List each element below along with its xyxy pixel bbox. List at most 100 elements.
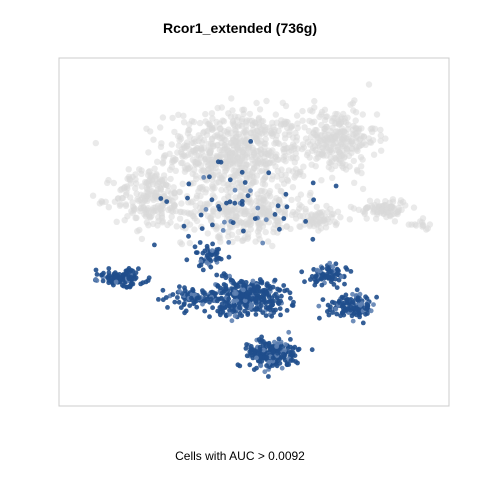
cell-point [352,117,359,124]
cell-point [257,168,264,175]
high-auc-cell-point [288,337,293,342]
high-auc-cell-point [117,279,122,284]
high-auc-cell-point [184,257,190,263]
cell-point [309,138,317,146]
cell-point [245,230,252,238]
high-auc-cell-point [215,298,220,304]
cell-point [125,166,132,173]
high-auc-cell-point [265,306,271,311]
high-auc-cell-point [194,295,200,301]
cell-point [168,141,175,148]
high-auc-cell-point [129,268,134,273]
high-auc-cell-point [330,264,336,270]
cell-point [314,150,321,157]
cell-point [293,137,300,144]
high-auc-cell-point [248,302,254,307]
cell-point [243,151,251,158]
cell-point [254,127,261,135]
cell-point [357,154,365,161]
cell-point [175,142,182,149]
high-auc-cell-point [186,233,191,239]
cell-point [284,176,291,183]
high-auc-cell-point [354,287,360,293]
high-auc-cell-point [178,305,184,310]
cell-point [275,206,282,214]
high-auc-cell-point [317,315,322,321]
high-auc-cell-point [156,297,161,302]
cell-point [110,179,118,187]
cell-point [328,148,336,156]
cell-point [151,194,159,201]
cell-point [184,162,191,169]
cell-point [312,163,319,170]
high-auc-cell-point [284,362,290,368]
cell-point [246,110,254,118]
cell-point [191,208,198,216]
high-auc-cell-point [290,350,296,356]
high-auc-cell-point [308,277,313,282]
high-auc-cell-point [228,277,234,283]
high-auc-cell-point [339,274,344,280]
cell-point [127,194,134,201]
x-axis-label: Cells with AUC > 0.0092 [175,449,305,463]
high-auc-cell-point [160,297,166,303]
cell-point [273,217,280,224]
high-auc-cell-point [245,193,251,199]
high-auc-cell-point [223,286,229,292]
high-auc-cell-point [205,296,210,302]
cell-point [239,106,246,114]
cell-point [299,213,306,220]
high-auc-cell-point [345,306,351,312]
cell-point [306,154,313,161]
cell-point [383,208,391,216]
cell-point [259,205,266,212]
high-auc-cell-point [272,212,278,217]
high-auc-cell-point [165,305,170,310]
cell-point [306,192,313,199]
cell-point [253,137,261,145]
cell-point [369,137,377,144]
high-auc-cell-point [190,288,196,293]
high-auc-cell-point [253,312,259,317]
chart-title: Rcor1_extended (736g) [162,20,318,36]
cell-point [302,135,310,142]
high-auc-cell-point [264,355,270,360]
cell-point [192,146,199,153]
cell-point [249,177,257,184]
cell-point [227,152,234,159]
high-auc-cell-point [193,250,199,256]
high-auc-cell-point [254,355,259,361]
high-auc-cell-point [357,302,363,308]
cell-point [197,134,204,142]
high-auc-cell-point [276,288,282,293]
high-auc-cell-point [288,295,293,301]
high-auc-cell-point [94,272,100,277]
high-auc-cell-point [202,308,208,314]
cell-point [241,156,248,163]
cell-point [329,174,336,181]
high-auc-cell-point [226,300,232,305]
cell-point [219,134,226,141]
high-auc-cell-point [279,365,285,371]
high-auc-cell-point [282,348,287,353]
high-auc-cell-point [257,307,263,313]
high-auc-cell-point [200,301,205,307]
cell-point [150,204,157,211]
cell-point [158,140,165,147]
high-auc-cell-point [261,296,267,301]
cell-point [104,179,111,187]
cell-point [361,209,368,216]
high-auc-cell-point [238,278,244,284]
high-auc-cell-point [113,279,119,285]
cell-point [238,219,245,226]
cell-point [307,133,315,140]
cell-point [254,132,261,140]
cell-point [179,159,186,166]
cell-point [181,209,188,216]
high-auc-cell-point [237,305,242,310]
cell-point [314,139,321,146]
cell-point [231,204,238,211]
cell-point [242,186,249,193]
high-auc-cell-point [229,318,235,324]
